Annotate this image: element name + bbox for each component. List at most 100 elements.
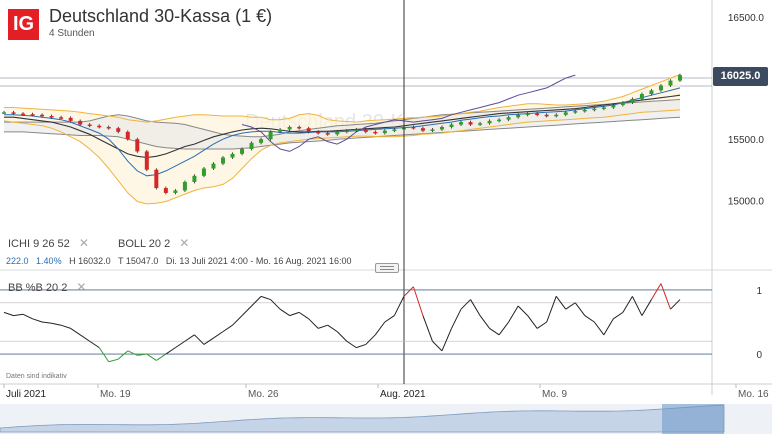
candle-body (544, 114, 549, 117)
ichimoku-name: ICHI (8, 238, 30, 250)
bbpct-segment (574, 302, 586, 316)
instrument-title: Deutschland 30-Kassa (1 €) (49, 6, 273, 26)
bollinger-close-icon[interactable]: ✕ (179, 236, 190, 250)
bbpct-name: BB %B (8, 282, 43, 294)
candle-body (611, 105, 616, 108)
bbpct-segment (546, 296, 557, 323)
bbpct-segment (146, 353, 157, 361)
y-tick-label: 15500.0 (728, 135, 765, 146)
bbpct-segment (622, 296, 633, 313)
candle-body (230, 153, 235, 158)
candle-body (287, 126, 292, 130)
high-value: H 16032.0 (69, 256, 111, 266)
candle-body (516, 114, 521, 118)
bollinger-indicator[interactable]: BOLL 20 2 ✕ (118, 236, 189, 250)
candle-body (30, 114, 35, 116)
candle-body (163, 188, 168, 193)
candle-body (497, 119, 502, 122)
bbpct-segment (108, 358, 119, 363)
candle-body (2, 112, 6, 114)
bbpct-segment (651, 283, 662, 300)
bollinger-name: BOLL (118, 238, 146, 250)
candle-body (459, 122, 464, 125)
candle-body (344, 130, 349, 133)
ichimoku-close-icon[interactable]: ✕ (78, 236, 89, 250)
x-tick-label: Mo. 19 (100, 389, 131, 400)
x-tick-label: Mo. 16 (738, 389, 769, 400)
candle-body (554, 114, 559, 117)
candle-body (325, 133, 330, 135)
bbpct-segment (365, 334, 376, 345)
navigator-area (0, 404, 725, 433)
bbpct-segment (60, 324, 71, 329)
candle-body (487, 120, 492, 124)
chikou-span-line (241, 74, 576, 152)
bbpct-segment (117, 350, 129, 360)
bbpct-indicator[interactable]: BB %B 20 2 ✕ (8, 280, 86, 294)
bbpct-segment (13, 313, 24, 317)
bbpct-segment (517, 305, 529, 316)
bbpct-segment (89, 340, 100, 349)
candle-body (639, 94, 644, 99)
bbpct-segment (374, 321, 386, 336)
bbpct-segment (584, 315, 595, 323)
candle-body (420, 128, 425, 131)
bbpct-segment (308, 318, 319, 329)
navigator-window (662, 404, 724, 434)
bbpct-segment (422, 315, 433, 342)
bbpct-tick-label: 1 (756, 286, 762, 297)
bbpct-segment (432, 340, 443, 352)
candle-body (220, 157, 225, 164)
bbpct-segment (22, 313, 33, 320)
last-price-label: 16025.0 (713, 67, 768, 86)
bbpct-close-icon[interactable]: ✕ (76, 280, 87, 294)
bbpct-segment (613, 311, 624, 320)
bbpct-params: 20 2 (45, 282, 68, 294)
candle-body (373, 131, 378, 134)
candle-body (316, 131, 321, 134)
bbpct-segment (51, 322, 62, 326)
candle-body (525, 113, 530, 116)
candle-body (297, 126, 302, 129)
bbpct-segment (70, 327, 81, 336)
ig-logo: IG (8, 9, 39, 40)
bbpct-segment (356, 343, 366, 349)
candle-body (468, 122, 473, 125)
candle-body (106, 126, 111, 129)
ichimoku-params: 9 26 52 (33, 238, 70, 250)
x-tick-label: Aug. 2021 (380, 389, 426, 400)
bollinger-upper-line (4, 74, 681, 123)
pane-resize-handle[interactable] (375, 263, 399, 273)
candle-body (478, 123, 483, 125)
bbpct-segment (318, 324, 328, 329)
candle-body (449, 124, 454, 127)
candle-body (249, 142, 254, 149)
bbpct-segment (42, 321, 52, 324)
bbpct-segment (260, 295, 271, 301)
bbpct-segment (451, 308, 462, 329)
bbpct-segment (670, 299, 681, 310)
y-tick-label: 15000.0 (728, 196, 765, 207)
bbpct-segment (270, 299, 281, 310)
bbpct-segment (470, 299, 481, 316)
candle-body (630, 98, 635, 103)
candle-body (306, 128, 311, 132)
candle-body (354, 129, 359, 131)
ichimoku-indicator[interactable]: ICHI 9 26 52 ✕ (8, 236, 89, 250)
bbpct-segment (403, 286, 414, 297)
bbpct-segment (156, 353, 167, 361)
candle-body (382, 130, 387, 134)
candle-body (154, 169, 159, 189)
indicative-note: Daten sind indikativ (6, 373, 67, 380)
candle-body (201, 168, 206, 176)
senkou-span-b-line (4, 116, 681, 150)
navigator-strip (0, 404, 772, 434)
candle-body (21, 113, 26, 116)
bbpct-segment (384, 315, 395, 323)
change-percent: 1.40% (36, 256, 62, 266)
kijun-sen-line (4, 94, 681, 159)
bbpct-segment (346, 340, 357, 349)
bollinger-lower-line (3, 109, 681, 205)
candle-body (116, 128, 121, 132)
